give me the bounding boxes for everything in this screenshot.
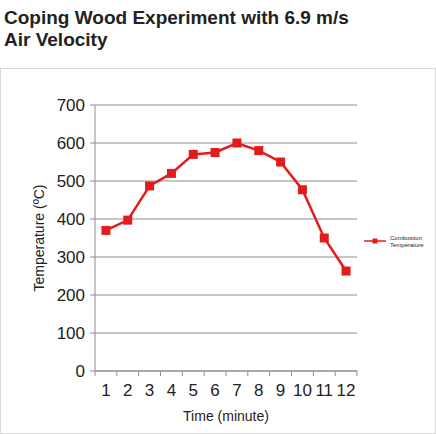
x-tick-label: 1 [101,381,110,400]
x-tick-label: 4 [167,381,176,400]
x-tick [95,371,96,376]
x-tick-label: 2 [123,381,132,400]
grid-line [95,257,357,258]
x-tick-label: 5 [189,381,198,400]
series-line [106,143,346,271]
grid-line [95,295,357,296]
marker [320,234,329,243]
y-tick-label: 300 [57,248,85,267]
grid-line [95,333,357,334]
x-tick-label: 6 [210,381,219,400]
x-tick [335,371,336,376]
marker [123,216,132,225]
x-tick-label: 7 [232,381,241,400]
y-tick [90,181,95,182]
grid-line [95,219,357,220]
y-axis [95,105,96,371]
legend-label-line: Temperature [390,242,424,248]
y-tick [90,257,95,258]
x-tick [313,371,314,376]
y-tick-label: 700 [57,96,85,115]
title: Coping Wood Experiment with 6.9 m/sAir V… [4,7,349,50]
grid-line [95,143,357,144]
legend-label: CombustionTemperature [390,235,424,248]
x-tick-label: 9 [276,381,285,400]
y-tick [90,333,95,334]
x-tick-label: 8 [254,381,263,400]
x-tick [138,371,139,376]
y-tick-label: 400 [57,210,85,229]
marker [232,139,241,148]
x-tick-label: 3 [145,381,154,400]
title-line: Coping Wood Experiment with 6.9 m/s [4,7,349,28]
chart-frame [1,69,436,434]
x-tick [116,371,117,376]
y-tick [90,105,95,106]
chart: Coping Wood Experiment with 6.9 m/sAir V… [0,0,436,434]
y-axis-label: Temperature (ºC) [31,184,47,291]
marker [211,148,220,157]
marker [189,150,198,159]
x-tick [247,371,248,376]
plot-area [101,139,350,276]
marker [167,169,176,178]
marker [342,267,351,276]
legend-marker [373,239,378,244]
marker [276,158,285,167]
legend-label-line: Combustion [390,235,422,241]
x-tick [204,371,205,376]
marker [101,226,110,235]
x-tick [182,371,183,376]
marker [254,146,263,155]
y-tick-label: 500 [57,172,85,191]
x-axis-label: Time (minute) [183,408,269,424]
x-tick [160,371,161,376]
y-tick-label: 600 [57,134,85,153]
y-tick-label: 0 [76,362,85,381]
marker [145,181,154,190]
x-tick-label: 12 [337,381,356,400]
y-tick [90,295,95,296]
marker [298,185,307,194]
y-tick [90,219,95,220]
x-tick [269,371,270,376]
x-tick-label: 10 [293,381,312,400]
y-tick-label: 200 [57,286,85,305]
title-line: Air Velocity [4,29,108,50]
y-tick-label: 100 [57,324,85,343]
x-tick-label: 11 [315,381,333,400]
y-tick [90,143,95,144]
y-tick [90,371,95,372]
x-tick [357,371,358,376]
grid-line [95,105,357,106]
grid-line [95,181,357,182]
x-tick [226,371,227,376]
x-tick [291,371,292,376]
